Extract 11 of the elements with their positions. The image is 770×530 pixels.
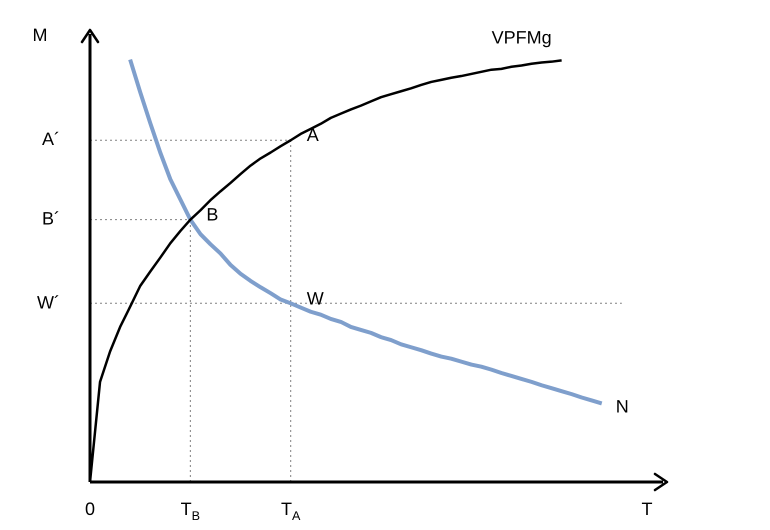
- ref-line-label: B´: [42, 208, 60, 229]
- annotation: A: [306, 125, 319, 146]
- x-axis-title: T: [642, 498, 652, 519]
- series-label: N: [616, 396, 629, 416]
- ref-line-label: W´: [37, 292, 60, 312]
- ref-line-label: A´: [42, 129, 60, 150]
- y-axis-title: M: [32, 24, 48, 45]
- x-tick-label: 0: [84, 498, 96, 519]
- annotation: W: [306, 288, 324, 308]
- annotation: B: [206, 204, 218, 225]
- series-label: VPFMg: [492, 27, 552, 48]
